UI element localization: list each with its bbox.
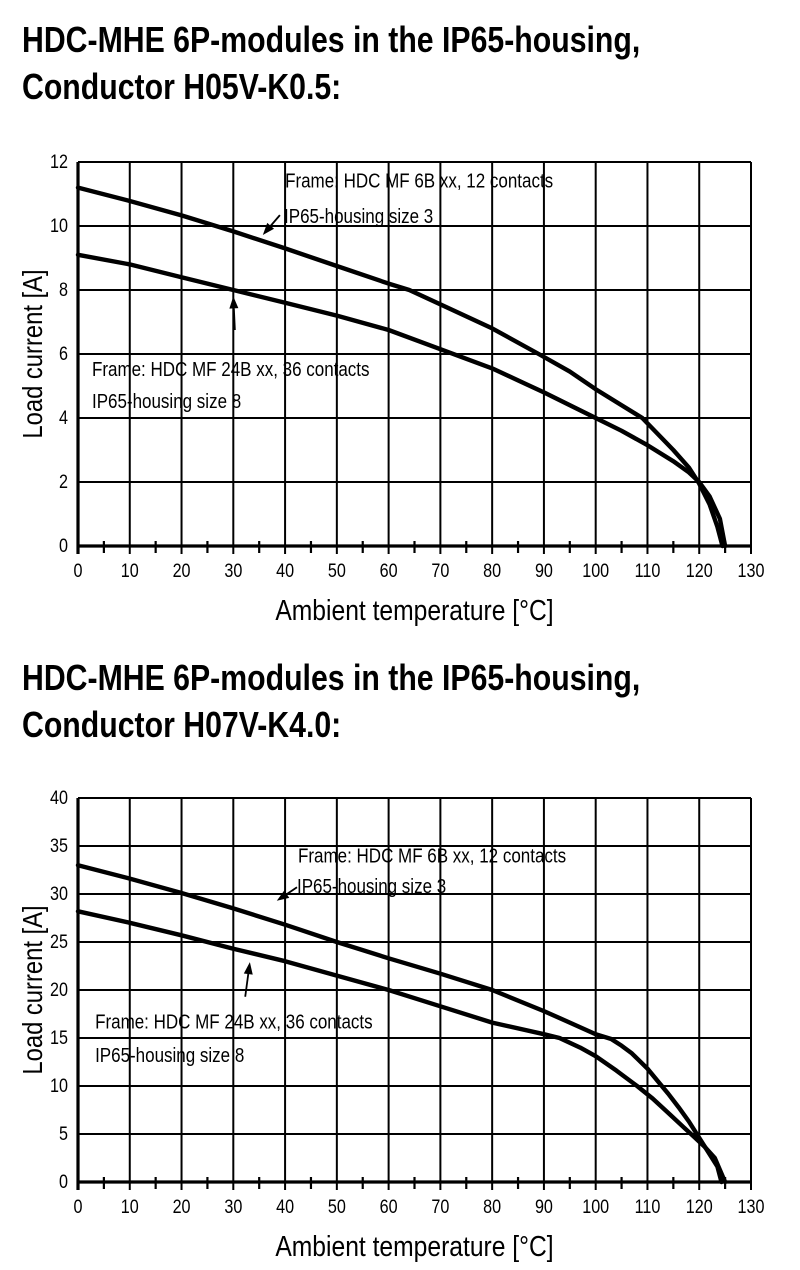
y-tick-label: 25 [50,931,68,953]
section-2-title: HDC-MHE 6P-modules in the IP65-housing, … [22,654,758,748]
annotation-arrow-shaft [269,214,281,227]
x-tick-label: 60 [380,1196,398,1218]
section-2-title-line-2: Conductor H07V-K4.0: [22,704,342,745]
y-tick-label: 12 [50,151,68,173]
annotation-arrow-head [243,962,253,975]
x-tick-label: 20 [173,560,191,582]
x-axis-title: Ambient temperature [°C] [275,594,553,626]
y-tick-label: 0 [59,535,68,557]
x-tick-label: 30 [224,1196,242,1218]
annotation-label: Frame: HDC MF 6B xx, 12 contacts [285,169,553,192]
x-tick-label: 100 [582,1196,609,1218]
y-tick-label: 8 [59,279,68,301]
x-tick-label: 100 [582,560,609,582]
x-tick-label: 0 [74,560,83,582]
y-tick-label: 6 [59,343,68,365]
x-tick-label: 50 [328,560,346,582]
section-1-title-line-2: Conductor H05V-K0.5: [22,66,342,107]
y-tick-label: 30 [50,883,68,905]
y-axis-title: Load current [A] [16,269,48,438]
annotation-arrow-shaft [244,973,250,997]
x-tick-label: 30 [224,560,242,582]
x-tick-label: 40 [276,560,294,582]
y-tick-label: 0 [59,1171,68,1193]
x-tick-label: 60 [380,560,398,582]
y-tick-label: 10 [50,215,68,237]
x-tick-label: 80 [483,1196,501,1218]
x-tick-label: 130 [738,1196,765,1218]
section-1-title-line-1: HDC-MHE 6P-modules in the IP65-housing, [22,19,641,60]
annotation-label: IP65-housing size 3 [284,204,433,227]
x-tick-label: 70 [431,560,449,582]
x-tick-label: 120 [686,560,713,582]
annotation-label: Frame: HDC MF 24B xx, 36 contacts [92,358,370,381]
x-tick-label: 10 [121,560,139,582]
x-tick-label: 20 [173,1196,191,1218]
x-tick-label: 40 [276,1196,294,1218]
x-axis-title: Ambient temperature [°C] [275,1230,553,1262]
curve-frame-hdc-mf-24b-xx-36-contacts-ip65-hou [75,252,728,549]
y-tick-label: 10 [50,1075,68,1097]
annotation-arrow-shaft [286,886,298,895]
curve-frame-hdc-mf-24b-xx-36-contacts-ip65-hou [75,909,728,1185]
section-1-title: HDC-MHE 6P-modules in the IP65-housing, … [22,16,758,110]
annotation-arrow-head [262,222,275,235]
x-tick-label: 70 [431,1196,449,1218]
x-tick-label: 120 [686,1196,713,1218]
annotation-label: Frame: HDC MF 24B xx, 36 contacts [95,1010,373,1033]
annotation-label: IP65-housing size 3 [297,875,446,898]
x-tick-label: 0 [74,1196,83,1218]
annotation-label: IP65-housing size 8 [92,390,241,413]
y-tick-label: 40 [50,787,68,809]
y-tick-label: 15 [50,1027,68,1049]
x-tick-label: 50 [328,1196,346,1218]
annotation-label: IP65-housing size 8 [95,1044,244,1067]
curve-frame-hdc-mf-6b-xx-12-contacts-ip65-hous [75,863,724,1185]
annotation-arrow-head [229,296,239,309]
section-2-title-line-1: HDC-MHE 6P-modules in the IP65-housing, [22,657,641,698]
annotation-label: Frame: HDC MF 6B xx, 12 contacts [298,844,566,867]
derating-chart-h07v-k40: 0 5 10 15 20 25 30 35 40 0 10 20 30 40 50 60 70 80 90 100 11… [16,787,765,1263]
x-tick-label: 110 [635,1196,661,1218]
y-tick-label: 35 [50,835,68,857]
x-tick-label: 10 [121,1196,139,1218]
y-tick-label: 20 [50,979,68,1001]
x-tick-label: 110 [635,560,661,582]
x-tick-label: 90 [535,1196,553,1218]
y-axis-title: Load current [A] [16,905,48,1074]
annotation-arrow-shaft [232,308,236,331]
x-tick-label: 130 [738,560,765,582]
y-tick-label: 5 [59,1123,68,1145]
y-tick-label: 4 [59,407,68,429]
annotation-arrow-head [276,890,290,901]
x-tick-label: 80 [483,560,501,582]
y-tick-label: 2 [59,471,68,493]
x-tick-label: 90 [535,560,553,582]
